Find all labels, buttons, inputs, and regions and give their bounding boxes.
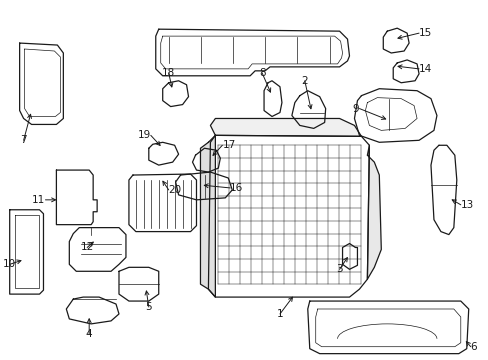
Polygon shape (163, 81, 188, 107)
Polygon shape (264, 81, 282, 117)
Text: 1: 1 (276, 309, 283, 319)
Text: 20: 20 (168, 185, 182, 195)
Polygon shape (291, 91, 325, 129)
Text: 17: 17 (222, 140, 235, 150)
Text: 10: 10 (3, 259, 16, 269)
Polygon shape (430, 145, 456, 235)
Polygon shape (20, 43, 63, 125)
Text: 8: 8 (258, 68, 265, 78)
Polygon shape (392, 60, 418, 83)
Polygon shape (354, 89, 436, 142)
Polygon shape (342, 243, 357, 269)
Polygon shape (148, 142, 178, 165)
Polygon shape (208, 135, 368, 297)
Text: 13: 13 (460, 200, 473, 210)
Text: 5: 5 (145, 302, 152, 312)
Text: 6: 6 (470, 342, 476, 352)
Polygon shape (307, 301, 468, 354)
Polygon shape (56, 170, 97, 225)
Polygon shape (156, 29, 349, 76)
Text: 16: 16 (230, 183, 243, 193)
Text: 3: 3 (336, 264, 342, 274)
Polygon shape (69, 228, 126, 271)
Text: 14: 14 (418, 64, 431, 74)
Text: 15: 15 (418, 28, 431, 38)
Polygon shape (210, 118, 361, 136)
Text: 4: 4 (86, 329, 92, 339)
Polygon shape (366, 145, 381, 279)
Polygon shape (383, 28, 408, 53)
Text: 11: 11 (32, 195, 45, 205)
Polygon shape (119, 267, 159, 301)
Text: 12: 12 (81, 243, 94, 252)
Polygon shape (129, 174, 196, 231)
Polygon shape (10, 210, 43, 294)
Text: 19: 19 (137, 130, 150, 140)
Polygon shape (200, 135, 215, 297)
Text: 18: 18 (162, 68, 175, 78)
Polygon shape (175, 172, 232, 200)
Text: 7: 7 (20, 135, 27, 145)
Text: 2: 2 (301, 76, 307, 86)
Polygon shape (192, 148, 220, 172)
Text: 9: 9 (352, 104, 359, 113)
Polygon shape (66, 297, 119, 324)
